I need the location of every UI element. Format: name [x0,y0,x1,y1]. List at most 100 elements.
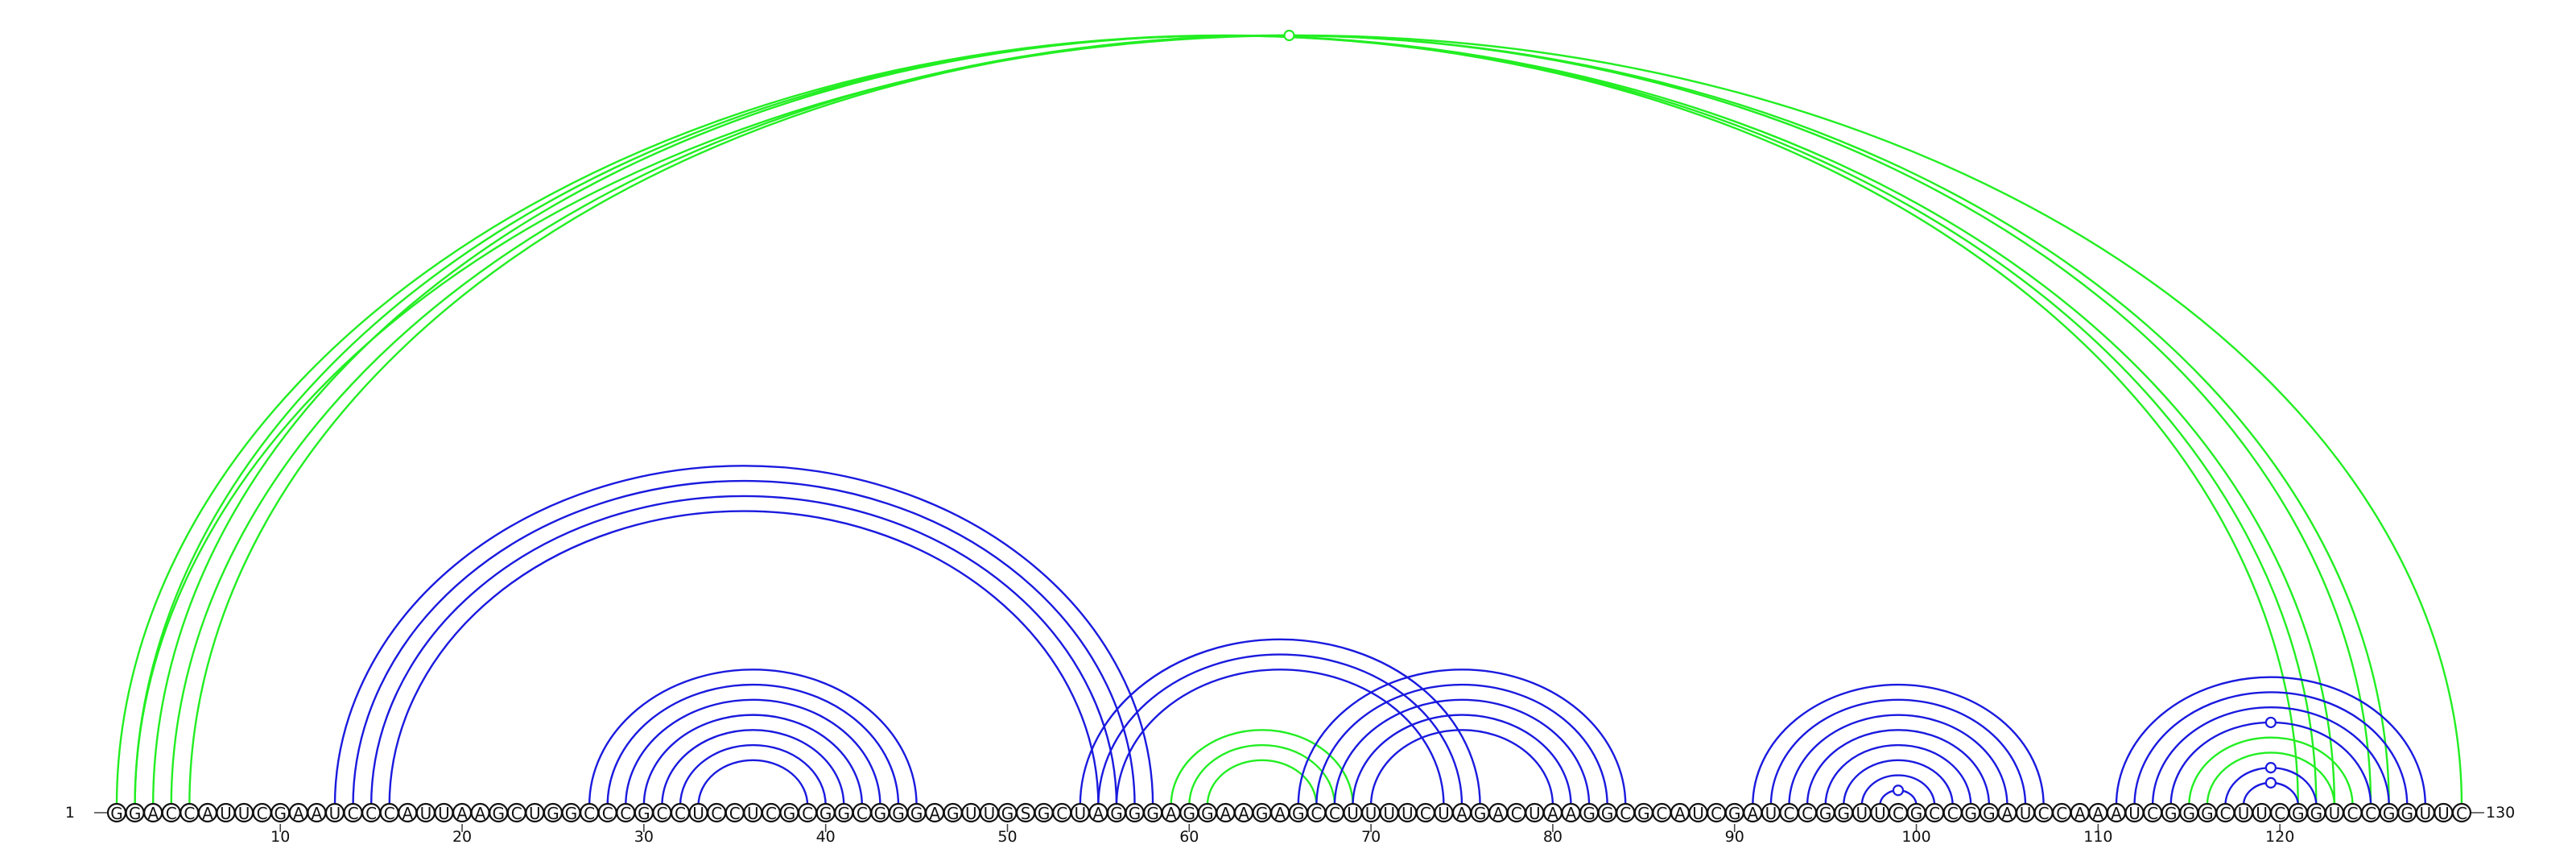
nucleotide-124: C [2343,802,2363,823]
base-pair-arc-96-102 [1843,759,1954,806]
nucleotide-letter: C [2147,804,2158,823]
tick-label-120: 120 [2265,828,2294,846]
nucleotide-letter: A [1093,804,1104,823]
nucleotide-88: U [1688,802,1708,823]
position-axis: 10 20 30 40 50 60 70 80 90 100 110 120 [270,824,2294,846]
nucleotide-circle [2451,802,2472,823]
nucleotide-6: A [197,802,218,823]
nucleotide-58: G [1143,802,1163,823]
nucleotide-letter: U [1074,804,1086,823]
nucleotide-55: A [1088,802,1108,823]
nucleotide-letter: G [874,804,887,823]
nucleotide-letter: A [202,804,213,823]
nucleotide-12: A [307,802,327,823]
nucleotide-letter: U [1438,804,1450,823]
nucleotide-letter: U [420,804,432,823]
nucleotide-letter: G [1183,804,1196,823]
nucleotide-123: U [2324,802,2345,823]
nucleotide-114: G [2161,802,2181,823]
nucleotide-76: G [1470,802,1490,823]
nucleotide-letter: C [1784,804,1795,823]
open-marker-2 [2264,716,2277,729]
tick-label-60: 60 [1179,828,1199,846]
nucleotide-64: G [1252,802,1272,823]
nucleotide-letter: C [1420,804,1431,823]
nucleotide-25: G [543,802,564,823]
nucleotide-62: A [1216,802,1236,823]
base-pair-arc-2-130 [134,35,2463,806]
nucleotide-21: A [470,802,490,823]
nucleotide-letter: G [1038,804,1051,823]
nucleotide-14: C [343,802,363,823]
nucleotide-letter: U [2420,804,2432,823]
nucleotide-20: A [452,802,473,823]
base-pair-arc-67-83 [1315,684,1608,806]
base-pair-arc-2-122 [134,34,2318,806]
tick-label-10: 10 [270,828,290,846]
nucleotide-letter: U [1529,804,1541,823]
nucleotide-56: G [1106,802,1127,823]
nucleotide-22: G [489,802,509,823]
nucleotide-121: G [2288,802,2308,823]
nucleotide-125: C [2360,802,2381,823]
nucleotide-letter: A [1566,804,1577,823]
nucleotide-letter: C [1947,804,1959,823]
nucleotide-17: A [398,802,418,823]
base-pair-arc-4-126 [171,35,2389,805]
open-marker-3 [2264,762,2277,774]
nucleotide-1: G [106,802,127,823]
nucleotide-102: C [1942,802,1963,823]
nucleotide-letter: U [2020,804,2032,823]
nucleotide-letter: U [965,804,977,823]
nucleotide-42: C [852,802,872,823]
nucleotide-letter: C [1620,804,1631,823]
base-pair-arc-93-105 [1788,714,2008,806]
nucleotide-letter: G [1819,804,1832,823]
nucleotide-5: C [180,802,200,823]
nucleotide-letter: U [1692,804,1704,823]
nucleotide-115: G [2179,802,2199,823]
nucleotide-38: G [779,802,799,823]
nucleotide-130: C [2451,802,2472,823]
base-pair-arc-29-43 [625,698,881,806]
nucleotide-60: G [1179,802,1199,823]
nucleotide-103: G [1961,802,1981,823]
nucleotide-letter: U [238,804,250,823]
nucleotide-letter: C [1056,804,1067,823]
nucleotide-85: G [1633,802,1653,823]
nucleotide-letter: U [438,804,450,823]
nucleotide-letter: G [1256,804,1269,823]
base-pair-arc-54-76 [1079,638,1481,806]
nucleotide-39: C [797,802,818,823]
nucleotide-letter: G [819,804,832,823]
nucleotide-letter: G [2292,804,2305,823]
nucleotide-letter: U [1765,804,1777,823]
nucleotide-35: C [724,802,745,823]
nucleotide-83: G [1597,802,1617,823]
base-pair-arc-27-45 [588,669,918,806]
base-pair-arc-97-101 [1860,774,1936,806]
nucleotide-13: U [324,802,345,823]
nucleotide-letter: U [2438,804,2450,823]
nucleotide-87: A [1670,802,1690,823]
nucleotide-33: U [688,802,708,823]
base-pair-arc-66-84 [1297,669,1627,806]
nucleotide-letter: G [1110,804,1123,823]
nucleotide-94: C [1797,802,1818,823]
nucleotide-letter: G [947,804,960,823]
nucleotide-79: U [1525,802,1545,823]
nucleotide-letter: C [384,804,395,823]
nucleotide-letter: G [492,804,505,823]
nucleotide-111: A [2106,802,2127,823]
base-pair-arc-3-121 [151,34,2299,806]
nucleotide-letter: C [620,804,631,823]
nucleotide-63: A [1233,802,1254,823]
nucleotide-16: C [379,802,399,823]
nucleotide-letter: U [1874,804,1886,823]
nucleotide-119: U [2252,802,2272,823]
nucleotide-70: U [1361,802,1381,823]
nucleotide-letter: A [147,804,159,823]
nucleotide-46: A [925,802,945,823]
nucleotide-80: A [1542,802,1563,823]
nucleotide-89: C [1707,802,1727,823]
